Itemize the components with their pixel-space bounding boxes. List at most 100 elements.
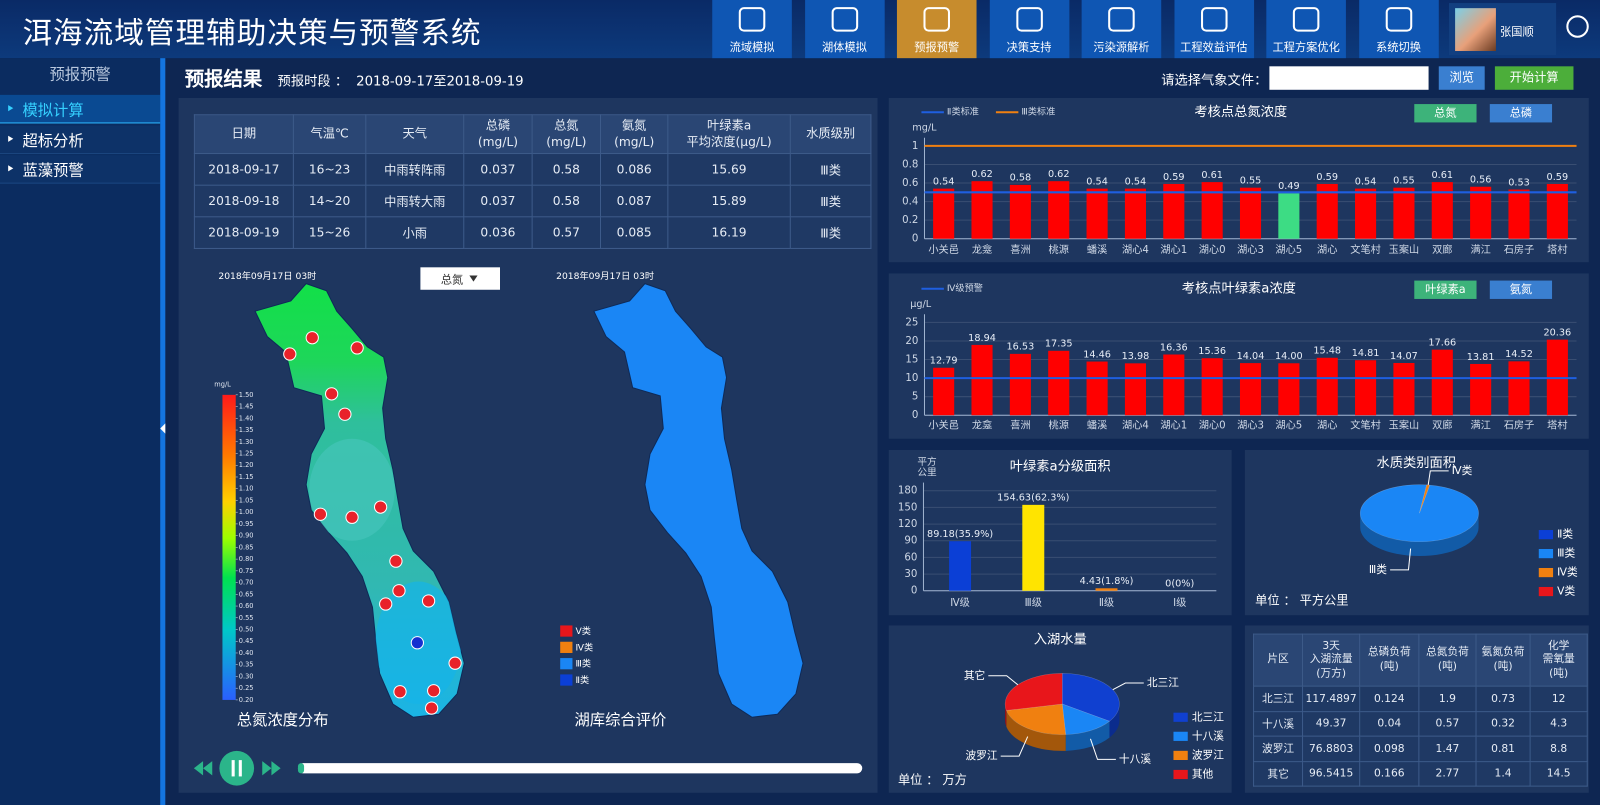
table-cell: 4.3: [1529, 710, 1588, 737]
monitoring-point: [393, 685, 407, 699]
value-label: 15.36: [1198, 346, 1226, 357]
toggle-button[interactable]: 总氮: [1414, 104, 1477, 123]
pause-button[interactable]: [219, 750, 255, 786]
x-tick-label: 小关邑: [928, 243, 959, 256]
toggle-button[interactable]: 叶绿素a: [1414, 280, 1477, 299]
leader-line: [1089, 738, 1116, 760]
legend-swatch: [1538, 549, 1554, 559]
table-row: 十八溪 49.37 0.04 0.57 0.32 4.3: [1253, 710, 1588, 737]
colorbar-label: 1.35: [239, 426, 254, 434]
table-header-cell: 氨氮负荷 (吨): [1475, 633, 1531, 687]
table-row: 2018-09-19 15~26 小雨 0.036 0.57 0.085 16.19 Ⅲ类: [193, 216, 872, 249]
nav-button[interactable]: 工程方案优化: [1266, 0, 1346, 59]
collapse-handle[interactable]: [160, 423, 166, 434]
map-caption: 湖库综合评价: [575, 711, 667, 729]
unit-label: 单位 ： 万方: [898, 772, 967, 787]
value-label: 0.61: [1431, 170, 1453, 181]
bar: [1393, 363, 1415, 416]
nav-label: 预报预警: [914, 40, 960, 55]
y-axis-unit: μg/L: [910, 298, 932, 311]
x-tick-label: 石房子: [1504, 243, 1535, 256]
table-cell: 0.085: [600, 216, 669, 249]
nav-button[interactable]: 系统切换: [1358, 0, 1439, 59]
start-button[interactable]: 开始计算: [1494, 66, 1574, 90]
nav-icon: [1015, 7, 1043, 32]
sidebar-item[interactable]: 超标分析: [0, 124, 161, 154]
colorbar-label: 1.25: [239, 450, 254, 458]
power-button[interactable]: [1566, 15, 1589, 38]
x-tick-label: 蟠溪: [1087, 418, 1107, 431]
table-cell: 1.47: [1418, 735, 1477, 762]
bar: [1086, 361, 1108, 416]
legend-swatch: [1538, 530, 1554, 540]
map-time: 2018年09月17日 03时: [556, 270, 654, 282]
y-tick-label: 150: [898, 502, 917, 513]
value-label: 17.35: [1045, 339, 1073, 350]
sidebar-item[interactable]: 蓝藻预警: [0, 155, 161, 184]
table-cell: 0.58: [531, 184, 602, 218]
table-cell: 15~26: [292, 216, 367, 249]
colorbar-label: 0.50: [239, 626, 254, 634]
browse-button[interactable]: 浏览: [1438, 66, 1485, 90]
map-caption: 总氮浓度分布: [237, 711, 329, 729]
nav-button[interactable]: 预报预警: [896, 0, 977, 59]
slice-label: 北三江: [1147, 676, 1179, 689]
nav-button[interactable]: 工程效益评估: [1173, 0, 1254, 59]
y-tick-label: 30: [904, 569, 917, 580]
table-cell: 0.32: [1475, 710, 1531, 737]
colorbar-label: 1.45: [239, 403, 254, 411]
y-tick-label: 0.6: [902, 178, 918, 189]
bar: [1124, 188, 1146, 239]
nav-button[interactable]: 湖体模拟: [804, 0, 885, 59]
progress-bar[interactable]: [297, 763, 863, 774]
y-tick-label: 10: [905, 373, 918, 384]
legend-label: 其他: [1192, 767, 1214, 780]
rewind-button[interactable]: [193, 761, 204, 776]
legend-swatch: [1538, 567, 1554, 578]
table-cell: 2018-09-17: [193, 153, 294, 186]
y-tick-label: 20: [905, 336, 918, 347]
legend-label: Ⅴ类: [576, 625, 591, 637]
table-cell: 0.098: [1359, 735, 1420, 762]
x-tick-label: 塔村: [1547, 243, 1567, 256]
table-cell: 8.8: [1529, 735, 1588, 762]
colorbar-label: 0.40: [239, 649, 254, 657]
colorbar-label: 0.90: [239, 532, 254, 540]
y-tick-label: 0: [912, 410, 918, 421]
bullet: [8, 165, 14, 172]
x-tick-label: 石房子: [1504, 418, 1535, 431]
value-label: 20.36: [1543, 327, 1571, 338]
table-cell: 14~20: [292, 184, 367, 218]
value-label: 14.46: [1083, 349, 1111, 360]
parameter-selector[interactable]: 总氮: [420, 267, 501, 290]
x-tick-label: 喜洲: [1010, 418, 1030, 431]
value-label: 0.59: [1547, 172, 1569, 183]
rewind-button[interactable]: [203, 761, 213, 776]
monitoring-point: [389, 554, 403, 568]
nav-icon: [738, 7, 766, 32]
pause-icon: [231, 760, 235, 777]
table-cell: 15.89: [667, 184, 791, 218]
data-table: 片区 3天 入湖流量 (万方) 总磷负荷 (吨) 总氮负荷 (吨) 氨氮负荷 (吨) 化学…: [1253, 633, 1588, 787]
x-tick-label: 满江: [1470, 244, 1490, 256]
nav-button[interactable]: 流域模拟: [712, 0, 792, 59]
nav-button[interactable]: 污染源解析: [1081, 0, 1162, 59]
forward-button[interactable]: [271, 761, 281, 776]
colorbar-unit: mg/L: [214, 381, 231, 389]
forward-button[interactable]: [262, 761, 272, 776]
value-label: 14.81: [1352, 348, 1380, 359]
toggle-button[interactable]: 氨氮: [1489, 280, 1553, 299]
value-label: 0.59: [1316, 172, 1338, 183]
bar: [1048, 350, 1070, 416]
nav-button[interactable]: 决策支持: [989, 0, 1069, 59]
value-label: 14.04: [1237, 351, 1265, 362]
table-cell: 0.57: [1418, 710, 1477, 737]
value-label: 15.48: [1313, 346, 1341, 357]
bar: [1393, 187, 1415, 239]
file-input[interactable]: [1269, 66, 1429, 90]
monitoring-point: [325, 387, 339, 401]
table-cell: 2018-09-18: [193, 184, 294, 218]
sidebar-item[interactable]: 模拟计算: [0, 94, 161, 124]
toggle-button[interactable]: 总磷: [1489, 104, 1553, 123]
bar: [1239, 187, 1262, 239]
